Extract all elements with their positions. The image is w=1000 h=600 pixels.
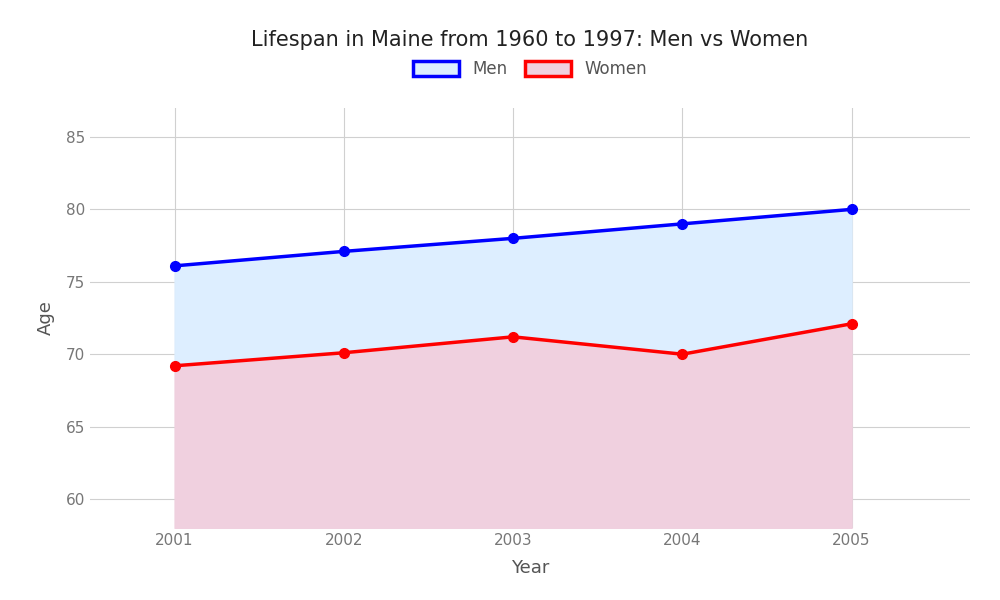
X-axis label: Year: Year <box>511 559 549 577</box>
Legend: Men, Women: Men, Women <box>406 53 654 85</box>
Y-axis label: Age: Age <box>37 301 55 335</box>
Title: Lifespan in Maine from 1960 to 1997: Men vs Women: Lifespan in Maine from 1960 to 1997: Men… <box>251 29 809 49</box>
